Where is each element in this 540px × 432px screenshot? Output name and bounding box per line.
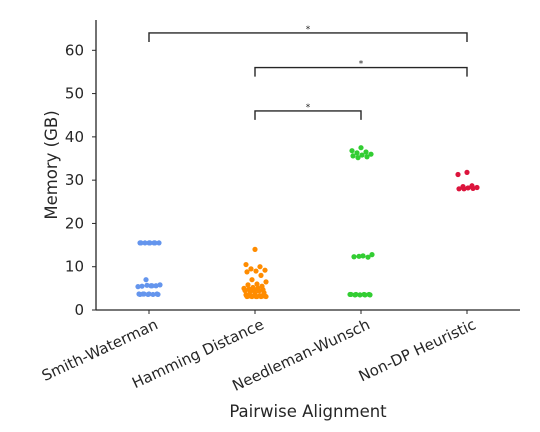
data-point bbox=[369, 252, 375, 258]
significance-bracket bbox=[254, 110, 362, 120]
data-point bbox=[141, 291, 147, 297]
data-point bbox=[349, 148, 355, 154]
data-point bbox=[153, 283, 159, 289]
data-point bbox=[155, 291, 161, 298]
data-point bbox=[465, 185, 471, 191]
y-axis-label: Memory (GB) bbox=[42, 110, 61, 219]
data-points bbox=[135, 145, 480, 300]
significance-star: * bbox=[306, 103, 311, 113]
data-point bbox=[259, 293, 265, 299]
data-point bbox=[152, 240, 158, 246]
data-point bbox=[253, 268, 259, 274]
data-point bbox=[142, 240, 148, 246]
data-point bbox=[350, 153, 356, 159]
data-point bbox=[244, 269, 250, 275]
data-point bbox=[359, 152, 365, 158]
data-point bbox=[351, 254, 357, 260]
data-point bbox=[368, 151, 374, 157]
data-point bbox=[363, 149, 369, 155]
data-point bbox=[147, 240, 153, 246]
data-point bbox=[262, 267, 268, 273]
data-point bbox=[137, 291, 143, 298]
data-point bbox=[144, 282, 150, 288]
y-tick-label: 60 bbox=[65, 41, 84, 59]
data-point bbox=[353, 291, 359, 298]
data-point bbox=[143, 277, 149, 283]
significance-star: * bbox=[359, 60, 364, 70]
data-point bbox=[474, 184, 480, 191]
y-tick-label: 10 bbox=[65, 258, 84, 276]
x-tick-label: Non-DP Heuristic bbox=[356, 315, 479, 385]
data-point bbox=[150, 291, 156, 298]
data-point bbox=[157, 282, 163, 288]
data-point bbox=[247, 289, 253, 295]
data-point bbox=[367, 292, 373, 298]
data-point bbox=[257, 264, 263, 270]
data-point bbox=[245, 282, 251, 288]
data-point bbox=[256, 288, 262, 294]
data-point bbox=[464, 169, 470, 175]
significance-brackets: * * * bbox=[148, 25, 468, 120]
data-point bbox=[135, 284, 141, 290]
data-point bbox=[138, 240, 144, 246]
data-point bbox=[355, 155, 361, 161]
y-tick-label: 40 bbox=[65, 128, 84, 146]
data-point bbox=[242, 287, 248, 294]
y-tick-label: 30 bbox=[65, 171, 84, 189]
y-tick-labels: 0 10 20 30 40 50 60 bbox=[65, 41, 96, 319]
data-point bbox=[456, 186, 462, 192]
data-point bbox=[258, 272, 264, 278]
data-point bbox=[354, 150, 360, 156]
data-point bbox=[470, 185, 476, 191]
y-tick-label: 50 bbox=[65, 85, 84, 103]
data-point bbox=[249, 293, 255, 300]
data-point bbox=[252, 246, 258, 252]
data-point bbox=[149, 283, 155, 289]
significance-bracket bbox=[254, 66, 468, 77]
data-point bbox=[358, 145, 364, 151]
data-point bbox=[362, 292, 368, 298]
x-axis-label: Pairwise Alignment bbox=[229, 402, 387, 421]
data-point bbox=[455, 171, 461, 178]
data-point bbox=[245, 293, 251, 299]
data-point bbox=[146, 291, 152, 297]
data-point bbox=[254, 281, 260, 287]
significance-bracket bbox=[148, 32, 468, 42]
data-point bbox=[254, 293, 260, 300]
data-point bbox=[156, 240, 162, 246]
data-point bbox=[360, 253, 366, 259]
data-point bbox=[263, 293, 269, 300]
data-point bbox=[364, 154, 370, 160]
data-point bbox=[461, 186, 467, 192]
data-point bbox=[263, 279, 269, 285]
significance-star: * bbox=[306, 25, 311, 35]
y-tick-label: 20 bbox=[65, 214, 84, 232]
data-point bbox=[249, 277, 255, 283]
y-tick-label: 0 bbox=[74, 301, 84, 319]
data-point bbox=[365, 254, 371, 260]
data-point bbox=[248, 266, 254, 272]
data-point bbox=[139, 283, 145, 289]
data-point bbox=[356, 253, 362, 259]
data-point bbox=[243, 261, 249, 268]
data-point bbox=[348, 291, 354, 298]
data-point bbox=[357, 292, 363, 298]
